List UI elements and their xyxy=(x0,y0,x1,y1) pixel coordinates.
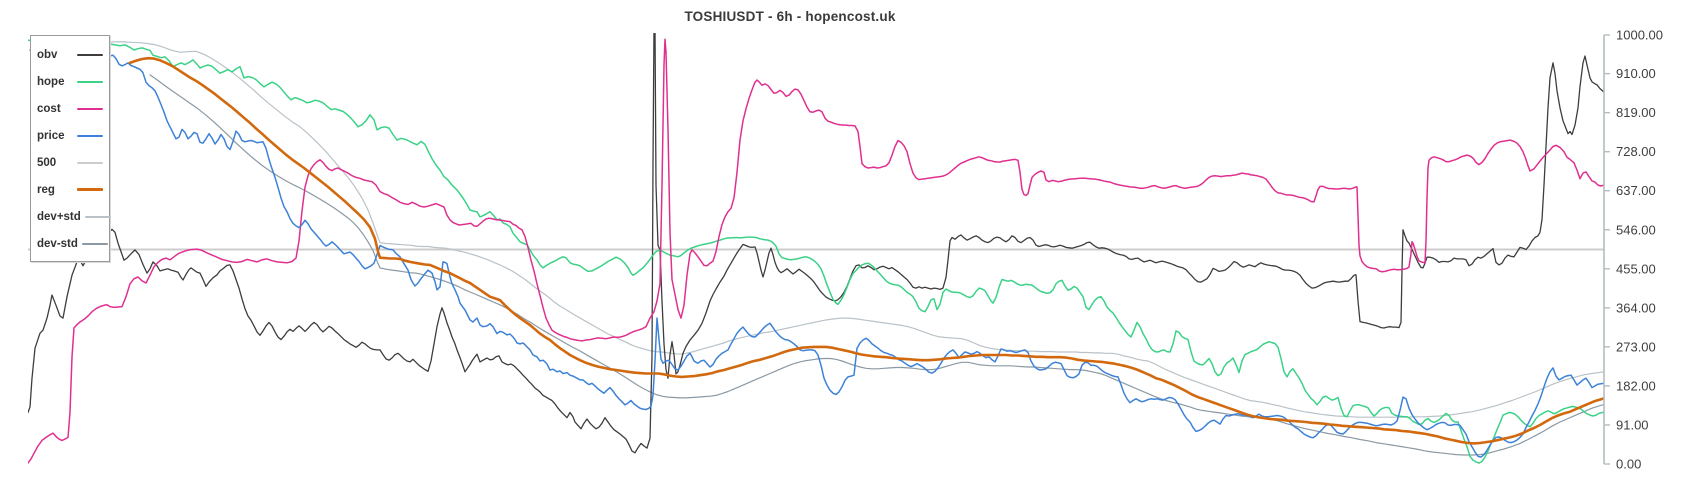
legend-item-500: 500 xyxy=(37,149,103,176)
series-line-reg xyxy=(128,56,1604,445)
y-axis-tick-label: 819.00 xyxy=(1616,105,1656,120)
chart-title: TOSHIUSDT - 6h - hopencost.uk xyxy=(684,9,896,24)
y-axis-tick-label: 0.00 xyxy=(1616,457,1641,472)
legend-item-label: cost xyxy=(37,102,61,115)
legend-color-swatch xyxy=(77,188,103,191)
series-line-devminus xyxy=(149,74,1604,456)
y-axis-tick-label: 364.00 xyxy=(1616,300,1656,315)
series-line-cost xyxy=(28,38,1604,464)
legend-color-swatch xyxy=(77,107,103,110)
legend-item-price: price xyxy=(37,122,103,149)
series-line-hope xyxy=(28,38,1604,464)
y-axis-tick-label: 637.00 xyxy=(1616,183,1656,198)
legend-item-label: hope xyxy=(37,75,65,88)
y-axis-tick-label: 910.00 xyxy=(1616,66,1656,81)
legend-color-swatch xyxy=(77,53,103,56)
series-line-devplus xyxy=(99,41,1604,418)
legend-item-hope: hope xyxy=(37,68,103,95)
legend-item-label: obv xyxy=(37,48,58,61)
legend-color-swatch xyxy=(84,215,111,218)
legend-item-cost: cost xyxy=(37,95,103,122)
legend-color-swatch xyxy=(77,161,103,164)
legend-item-label: dev+std xyxy=(37,210,81,223)
y-axis-tick-label: 546.00 xyxy=(1616,222,1656,237)
legend-color-swatch xyxy=(77,80,103,83)
legend-item-label: dev-std xyxy=(37,237,78,250)
legend-item-label: 500 xyxy=(37,156,57,169)
y-axis-tick-label: 182.00 xyxy=(1616,378,1656,393)
y-axis-tick-label: 91.00 xyxy=(1616,417,1649,432)
y-axis-tick-label: 1000.00 xyxy=(1616,28,1663,43)
legend-item-obv: obv xyxy=(37,41,103,68)
y-axis-tick-label: 273.00 xyxy=(1616,339,1656,354)
y-axis: 1000.00 910.00 819.00 728.00 637.00 546.00 455… xyxy=(1603,28,1663,472)
legend-item-label: price xyxy=(37,129,65,142)
legend-item-reg: reg xyxy=(37,176,103,203)
legend-item-dev-std: dev-std xyxy=(37,230,108,257)
legend-color-swatch xyxy=(81,242,108,245)
legend-item-label: reg xyxy=(37,183,55,196)
legend-color-swatch xyxy=(77,134,103,137)
chart-legend: obv hope cost price 500 reg dev+std dev-std xyxy=(30,35,111,262)
y-axis-tick-label: 455.00 xyxy=(1616,261,1656,276)
y-axis-tick-label: 728.00 xyxy=(1616,144,1656,159)
series-line-obv xyxy=(28,33,1604,454)
legend-item-dev-std: dev+std xyxy=(37,203,111,230)
series-line-price xyxy=(29,49,1604,458)
